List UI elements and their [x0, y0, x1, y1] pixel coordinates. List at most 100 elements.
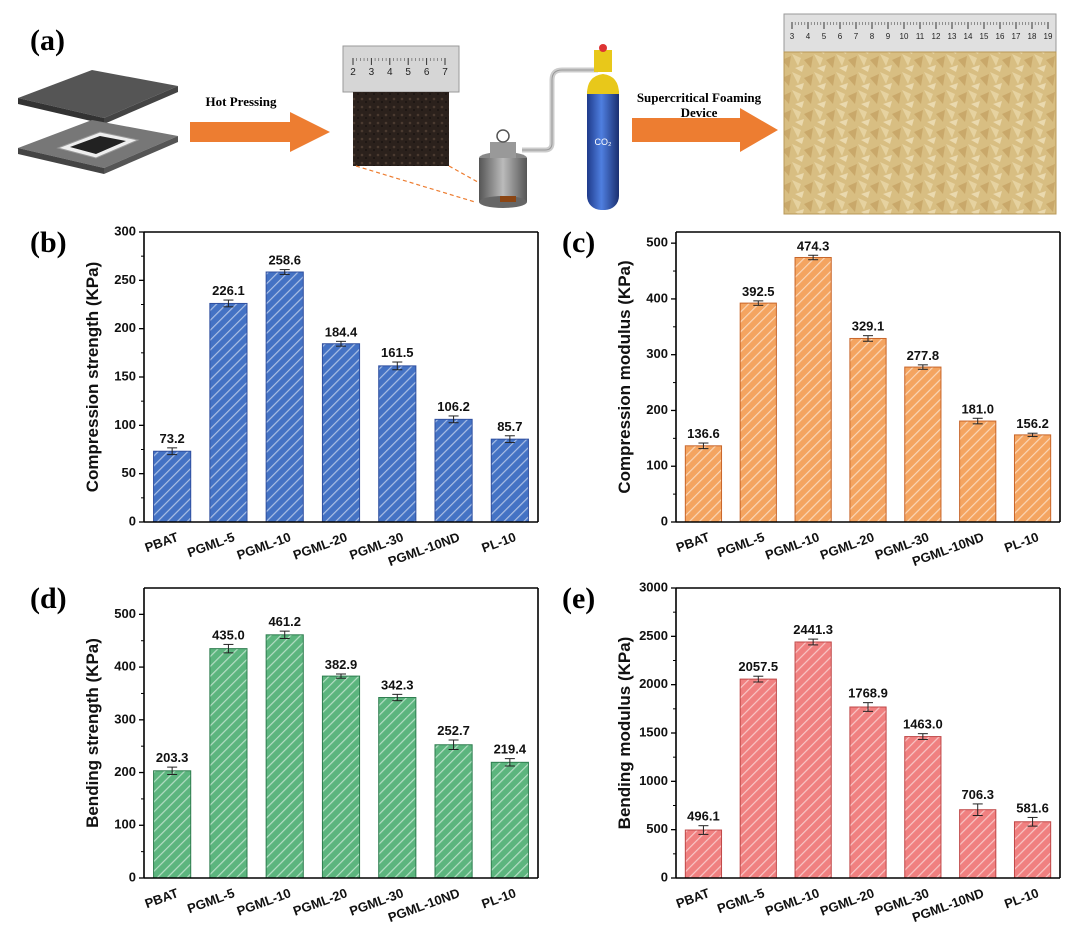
- y-tick-label: 300: [114, 223, 136, 238]
- co2-cylinder: CO₂: [587, 44, 619, 210]
- y-tick-label: 1000: [639, 773, 668, 788]
- data-label: 1463.0: [903, 717, 943, 732]
- y-axis-label: Compression strength (KPa): [83, 262, 102, 492]
- bar-PGML-30: [378, 697, 417, 879]
- x-tick-label: PGML-5: [185, 529, 236, 560]
- data-label: 156.2: [1016, 416, 1049, 431]
- data-label: 1768.9: [848, 686, 888, 701]
- y-tick-label: 300: [646, 346, 668, 361]
- x-tick-label: PGML-10: [763, 885, 821, 918]
- y-tick-label: 2500: [639, 628, 668, 643]
- process-arrow-1: [190, 112, 330, 152]
- ruler-tick-label: 8: [870, 32, 875, 41]
- data-label: 461.2: [268, 614, 301, 629]
- x-tick-label: PL-10: [1002, 885, 1040, 911]
- data-label: 581.6: [1016, 800, 1049, 815]
- bar-PGML-5: [739, 302, 777, 523]
- x-tick-label: PGML-20: [291, 885, 349, 918]
- x-tick-label: PGML-10: [235, 529, 293, 562]
- x-tick-label: PGML-10: [235, 885, 293, 918]
- ruler-tick-label: 5: [822, 32, 827, 41]
- y-tick-label: 500: [114, 606, 136, 621]
- bar-PL-10: [490, 761, 529, 879]
- chart-bending-strength: 203.3 PBAT 435.0 PGML-5 461.2 PGML-10 382.9 PGM…: [83, 587, 539, 925]
- data-label: 329.1: [852, 319, 885, 334]
- data-label: 258.6: [268, 253, 301, 268]
- bar-PGML-30: [378, 365, 417, 523]
- data-label: 85.7: [497, 419, 522, 434]
- chart-compression-strength: 73.2 PBAT 226.1 PGML-5 258.6 PGML-10 184.4 PGML…: [83, 223, 539, 569]
- supercritical-label-line2: Device: [680, 105, 718, 120]
- y-tick-label: 3000: [639, 579, 668, 594]
- y-tick-label: 200: [646, 402, 668, 417]
- bar-PBAT: [153, 770, 192, 879]
- ruler-tick-label: 15: [980, 32, 989, 41]
- y-tick-label: 100: [646, 458, 668, 473]
- foaming-vessel: [479, 129, 527, 208]
- ruler-tick-label: 7: [854, 32, 859, 41]
- x-tick-label: PGML-20: [818, 529, 876, 562]
- cylinder-label: CO₂: [595, 137, 613, 147]
- y-tick-label: 500: [646, 235, 668, 250]
- y-tick-label: 0: [661, 513, 668, 528]
- bar-PGML-10ND: [434, 744, 473, 879]
- y-tick-label: 500: [646, 821, 668, 836]
- data-label: 181.0: [961, 401, 994, 416]
- ruler-tick-label: 6: [838, 32, 843, 41]
- x-tick-label: PBAT: [143, 885, 181, 911]
- y-tick-label: 50: [122, 465, 136, 480]
- data-label: 2057.5: [738, 659, 778, 674]
- ruler-tick-label: 12: [932, 32, 941, 41]
- x-tick-label: PGML-10: [763, 529, 821, 562]
- ruler-tick-label: 4: [806, 32, 811, 41]
- y-tick-label: 200: [114, 764, 136, 779]
- process-arrow-2: [632, 108, 778, 152]
- y-tick-label: 100: [114, 417, 136, 432]
- ruler-tick-label: 4: [387, 67, 393, 78]
- y-axis-label: Compression modulus (KPa): [615, 260, 634, 493]
- panel-label-b: (b): [30, 226, 67, 259]
- chart-compression-modulus: 136.6 PBAT 392.5 PGML-5 474.3 PGML-10 329.1 PGM…: [615, 231, 1061, 569]
- data-label: 136.6: [687, 426, 720, 441]
- bar-PGML-10ND: [959, 420, 997, 523]
- bar-PGML-10: [794, 641, 832, 879]
- bar-PGML-30: [904, 736, 942, 879]
- ruler-tick-label: 9: [886, 32, 891, 41]
- bar-PGML-5: [209, 648, 248, 879]
- x-tick-label: PBAT: [143, 529, 181, 555]
- y-axis-label: Bending strength (KPa): [83, 638, 102, 828]
- ruler-tick-label: 3: [790, 32, 795, 41]
- data-label: 226.1: [212, 283, 245, 298]
- x-tick-label: PGML-20: [291, 529, 349, 562]
- x-tick-label: PBAT: [674, 529, 712, 555]
- ruler-tick-label: 17: [1012, 32, 1021, 41]
- data-label: 106.2: [437, 399, 470, 414]
- y-tick-label: 0: [129, 869, 136, 884]
- bar-PGML-20: [849, 706, 887, 879]
- bar-PGML-10: [265, 634, 304, 879]
- ruler-tick-label: 18: [1028, 32, 1037, 41]
- ruler-tick-label: 2: [350, 67, 356, 78]
- ruler-tick-label: 3: [369, 67, 375, 78]
- hot-press-plates: [18, 70, 178, 174]
- data-label: 496.1: [687, 809, 720, 824]
- x-tick-label: PBAT: [674, 885, 712, 911]
- y-tick-label: 400: [114, 659, 136, 674]
- panel-label-e: (e): [562, 582, 596, 615]
- bar-PBAT: [684, 445, 723, 523]
- data-label: 706.3: [961, 787, 994, 802]
- data-label: 252.7: [437, 723, 470, 738]
- ruler-tick-label: 5: [405, 67, 411, 78]
- panel-label-a: (a): [30, 24, 65, 57]
- ruler-tick-label: 11: [916, 32, 925, 41]
- x-tick-label: PGML-5: [715, 885, 766, 916]
- x-tick-label: PL-10: [1002, 529, 1040, 555]
- bar-PGML-20: [321, 675, 361, 879]
- bar-PL-10: [1013, 434, 1052, 523]
- bar-PGML-10: [794, 256, 832, 523]
- ruler-tick-label: 19: [1044, 32, 1053, 41]
- ruler-tick-label: 7: [442, 67, 448, 78]
- y-tick-label: 2000: [639, 676, 668, 691]
- bar-PBAT: [153, 450, 192, 523]
- y-axis-label: Bending modulus (KPa): [615, 637, 634, 830]
